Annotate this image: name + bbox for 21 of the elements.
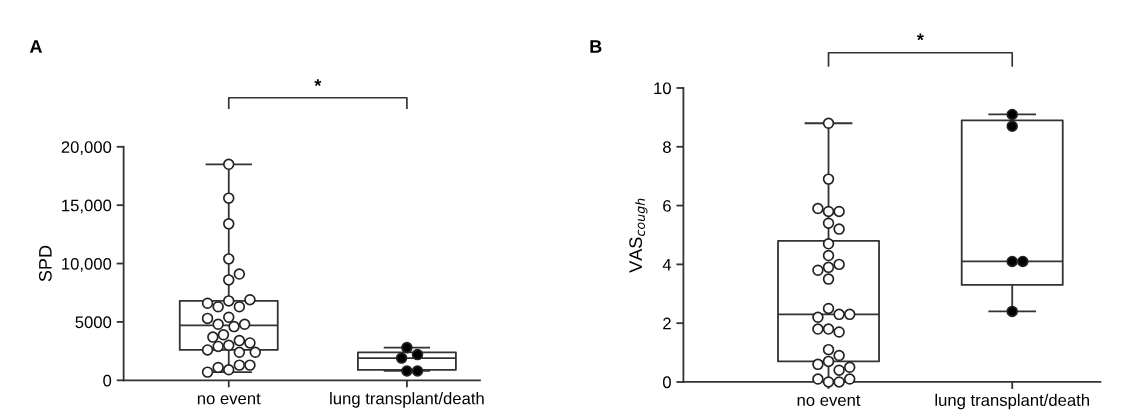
x-tick-label: no event bbox=[797, 395, 861, 407]
x-tick-label: no event bbox=[197, 393, 261, 405]
x-tick-label: lung transplant/death bbox=[330, 392, 484, 408]
chart-title: A bbox=[29, 40, 43, 53]
y-tick-label: 6 bbox=[663, 199, 671, 212]
y-tick-label: 0 bbox=[662, 376, 671, 389]
y-tick-label: 2 bbox=[663, 317, 671, 330]
x-tick-label: lung transplant/death bbox=[935, 393, 1089, 410]
y-axis-title: SPD bbox=[38, 245, 52, 282]
y-tick-label: 10 bbox=[654, 82, 671, 95]
y-axis-title: VAS$_{cough}$ bbox=[629, 198, 648, 273]
y-tick-label: 15,000 bbox=[62, 199, 112, 214]
y-tick-label: 20,000 bbox=[61, 141, 112, 155]
y-tick-label: 8 bbox=[663, 141, 671, 153]
y-tick-label: 5000 bbox=[75, 316, 112, 329]
chart-title: B bbox=[590, 40, 602, 53]
y-tick-label: 0 bbox=[103, 374, 112, 387]
text: * bbox=[314, 79, 322, 86]
y-tick-label: 4 bbox=[662, 258, 672, 271]
y-tick-label: 10,000 bbox=[62, 257, 112, 272]
text: * bbox=[916, 33, 924, 41]
